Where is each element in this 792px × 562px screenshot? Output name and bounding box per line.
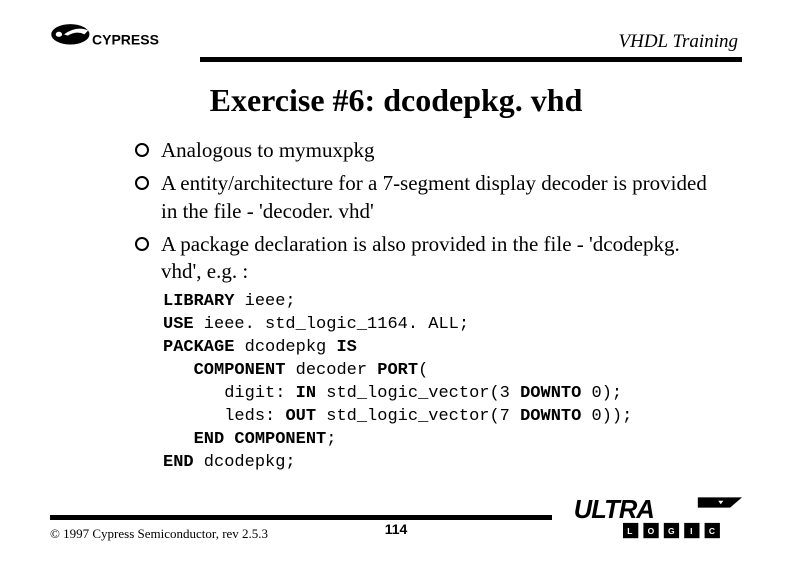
svg-text:G: G bbox=[668, 526, 675, 536]
copyright-text: © 1997 Cypress Semiconductor, rev 2.5.3 bbox=[50, 526, 268, 542]
slide-title: Exercise #6: dcodepkg. vhd bbox=[50, 82, 742, 119]
svg-text:ULTRA: ULTRA bbox=[574, 496, 654, 524]
bullet-icon bbox=[135, 237, 149, 251]
bullet-text: Analogous to mymuxpkg bbox=[161, 137, 712, 164]
bullet-list: Analogous to mymuxpkg A entity/architect… bbox=[135, 137, 712, 285]
list-item: Analogous to mymuxpkg bbox=[135, 137, 712, 164]
bullet-text: A package declaration is also provided i… bbox=[161, 231, 712, 286]
list-item: A entity/architecture for a 7-segment di… bbox=[135, 170, 712, 225]
page-number: 114 bbox=[385, 521, 408, 537]
top-divider bbox=[200, 57, 742, 62]
cypress-brand-text: CYPRESS bbox=[92, 32, 159, 48]
svg-text:L: L bbox=[627, 526, 632, 536]
header-label: VHDL Training bbox=[619, 31, 743, 55]
bullet-icon bbox=[135, 176, 149, 190]
svg-text:I: I bbox=[690, 526, 692, 536]
bullet-icon bbox=[135, 143, 149, 157]
bottom-divider bbox=[50, 515, 552, 520]
code-block: LIBRARY ieee; USE ieee. std_logic_1164. … bbox=[163, 291, 742, 475]
cypress-logo: CYPRESS bbox=[50, 20, 190, 55]
list-item: A package declaration is also provided i… bbox=[135, 231, 712, 286]
ultra-logo: ULTRA L O G I C bbox=[572, 494, 742, 546]
svg-text:C: C bbox=[709, 526, 715, 536]
svg-text:O: O bbox=[648, 526, 655, 536]
bullet-text: A entity/architecture for a 7-segment di… bbox=[161, 170, 712, 225]
